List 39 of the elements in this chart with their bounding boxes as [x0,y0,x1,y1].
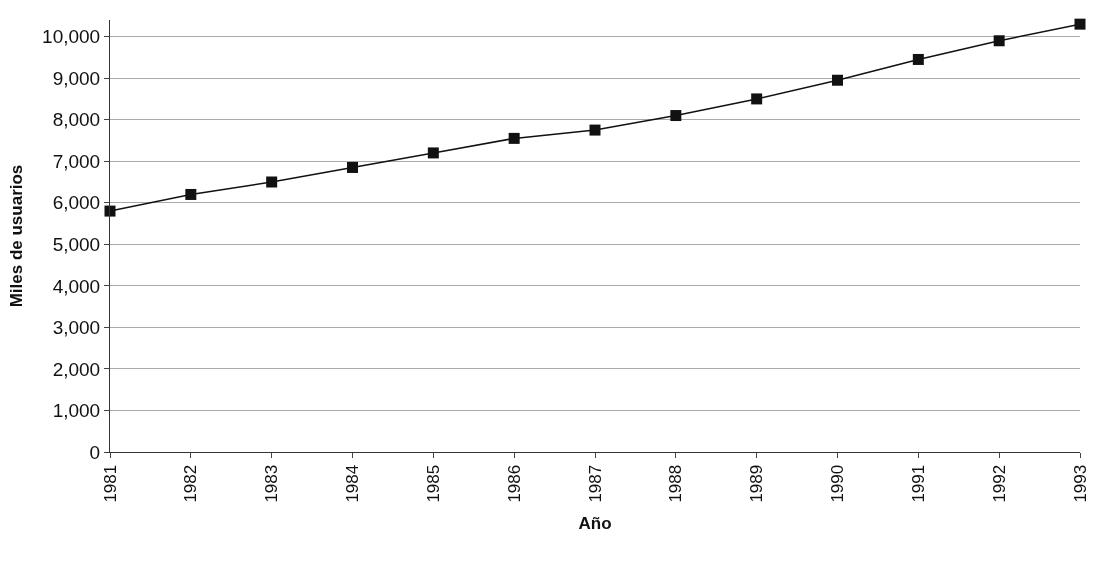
x-tick-label: 1988 [666,464,686,503]
point [185,188,197,200]
x-tick-label: 1984 [343,464,363,503]
point [104,205,116,217]
x-tick-label: 1981 [100,464,120,503]
x-tick-label: 1991 [908,464,928,503]
y-tick-label: 4,000 [52,275,101,297]
x-tick-label: 1989 [747,464,767,503]
y-tick-label: 6,000 [52,192,101,214]
y-tick-label: 0 [89,441,101,463]
y-tick-label: 9,000 [52,67,101,89]
x-tick-label: 1985 [423,464,443,503]
y-tick-label: 8,000 [52,109,101,131]
x-tick-label: 1986 [504,464,524,503]
x-tick-label: 1982 [181,464,201,503]
point [266,176,278,188]
point [347,161,358,173]
y-tick-label: 10,000 [42,26,101,48]
y-tick-label: 1,000 [52,400,101,422]
x-axis-title: Año [578,514,612,534]
point [589,124,601,136]
point [751,93,763,105]
x-tick-label: 1987 [585,464,605,503]
point [832,74,843,86]
y-tick-label: 7,000 [52,150,101,172]
point [670,110,682,122]
point [508,132,520,144]
x-tick-label: 1992 [989,464,1009,503]
x-tick-label: 1990 [828,464,848,503]
point [1074,18,1086,30]
y-tick-label: 5,000 [52,233,101,255]
x-tick-label: 1993 [1070,464,1090,503]
point [912,53,924,65]
y-axis-title: Miles de usuarios [6,164,26,308]
x-tick-label: 1983 [262,464,282,503]
y-tick-label: 3,000 [52,317,101,339]
point [993,35,1005,47]
y-tick-label: 2,000 [52,358,101,380]
point [427,147,439,159]
